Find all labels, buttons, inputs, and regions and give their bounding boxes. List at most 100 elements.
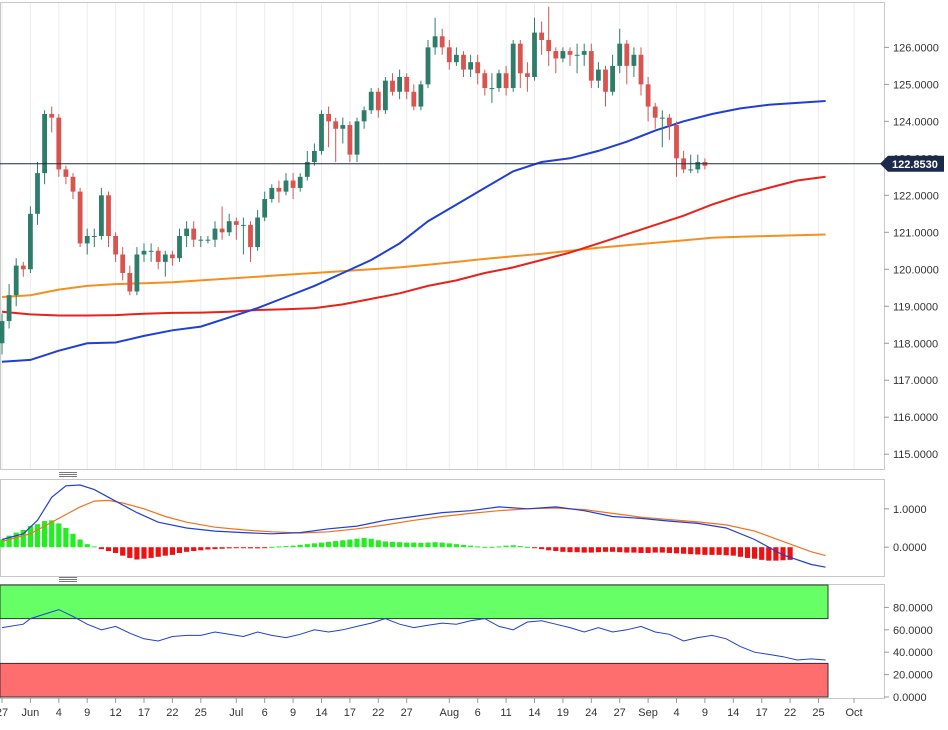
bearish-candle (652, 102, 658, 129)
bullish-candle (99, 187, 104, 240)
bearish-candle (77, 187, 83, 248)
bearish-candle (390, 73, 395, 96)
last-price-label: 122.8530 (892, 159, 938, 171)
bearish-candle (667, 113, 672, 140)
bearish-candle (624, 39, 630, 85)
macd-panel-resize-handle[interactable] (59, 472, 77, 477)
bullish-candle (262, 191, 268, 222)
macd-hist-bar-negative (212, 547, 218, 550)
bearish-candle (170, 250, 175, 266)
bearish-candle (248, 221, 253, 262)
bullish-candle (91, 228, 97, 248)
bullish-candle (162, 250, 168, 277)
bearish-candle (219, 206, 225, 240)
macd-y-tick-label: 0.0000 (893, 542, 927, 554)
bearish-candle (404, 73, 410, 100)
price-y-tick-label: 125.0000 (893, 79, 939, 91)
bullish-candle (42, 110, 47, 185)
candle-body (482, 73, 488, 89)
bullish-candle (454, 47, 459, 66)
macd-hist-bar-negative (673, 547, 680, 554)
macd-hist-bar-negative (553, 547, 559, 552)
candle-body (262, 199, 268, 218)
candle-body (141, 250, 147, 255)
macd-hist-bar-negative (141, 547, 147, 559)
rsi-line (1, 609, 826, 661)
rsi-panel-resize-handle[interactable] (59, 577, 77, 582)
bearish-candle (113, 232, 118, 262)
bearish-candle (525, 62, 530, 92)
candle-body (312, 150, 317, 163)
macd-hist-bar-positive (49, 520, 55, 548)
bearish-candle (674, 121, 679, 177)
macd-hist-bar-positive (382, 541, 388, 548)
macd-hist-bar-positive (432, 542, 438, 548)
macd-hist-bar-negative (162, 547, 168, 556)
bullish-candle (13, 258, 19, 307)
macd-hist-bar-negative (198, 547, 204, 551)
candle-body (340, 125, 346, 129)
macd-hist-bar-positive (354, 538, 360, 548)
bearish-candle (475, 54, 481, 85)
candle-body (99, 195, 104, 236)
macd-hist-bar-negative (226, 547, 232, 549)
macd-y-axis: 1.0000 0.0000 (884, 504, 927, 554)
macd-hist-bar-positive (42, 521, 48, 548)
macd-hist-bar-positive (326, 541, 332, 548)
candle-body (532, 32, 537, 77)
candle-body (63, 169, 69, 177)
bearish-candle (482, 69, 488, 96)
x-tick-label: 4 (56, 707, 62, 719)
macd-hist-bar-negative (666, 547, 672, 553)
macd-hist-bar-positive (446, 543, 452, 548)
candle-body (539, 32, 544, 40)
bearish-candle (120, 247, 126, 281)
bearish-candle (49, 106, 55, 133)
macd-hist-bar-negative (98, 547, 104, 550)
macd-hist-bar-negative (255, 547, 261, 549)
bullish-candle (425, 39, 431, 89)
bearish-candle (63, 165, 69, 185)
bearish-candle (638, 47, 644, 96)
rsi-line-group (1, 609, 826, 661)
x-tick-label: 25 (195, 707, 207, 719)
x-tick-label: 22 (166, 707, 178, 719)
candle-body (212, 228, 218, 240)
bearish-candle (375, 88, 381, 118)
bullish-candle (148, 243, 154, 262)
bearish-candle (645, 76, 651, 122)
bearish-candle (20, 261, 26, 277)
macd-hist-bar-negative (688, 547, 694, 555)
candle-body (496, 73, 502, 89)
candle-body (333, 121, 339, 129)
candle-body (241, 224, 246, 226)
candle-body (574, 54, 580, 56)
bearish-candle (347, 121, 353, 163)
bearish-candle (539, 21, 544, 55)
macd-hist-bar-negative (574, 547, 580, 553)
bullish-candle (304, 150, 310, 181)
candle-body (219, 228, 225, 233)
x-tick-label: 9 (702, 707, 708, 719)
bullish-candle (383, 76, 388, 114)
rsi-y-tick-label: 80.0000 (893, 602, 933, 614)
candle-body (468, 62, 473, 70)
bullish-candle (6, 284, 12, 329)
bearish-candle (333, 117, 339, 163)
candle-body (290, 180, 296, 188)
candle-body (276, 187, 282, 192)
candle-body (617, 43, 623, 66)
candle-body (446, 47, 452, 63)
rsi-oversold-zone (0, 662, 829, 698)
bearish-candle (127, 265, 133, 296)
x-tick-label: 17 (344, 707, 356, 719)
macd-hist-bar-positive (510, 545, 516, 548)
candle-body (170, 254, 175, 259)
price-y-tick-label: 117.0000 (893, 375, 938, 387)
x-tick-label: 11 (500, 707, 511, 719)
macd-hist-bar-negative (617, 547, 623, 553)
macd-hist-bar-positive (347, 539, 353, 548)
bearish-candle (546, 6, 552, 66)
candle-body (454, 54, 459, 63)
bearish-candle (603, 65, 608, 107)
